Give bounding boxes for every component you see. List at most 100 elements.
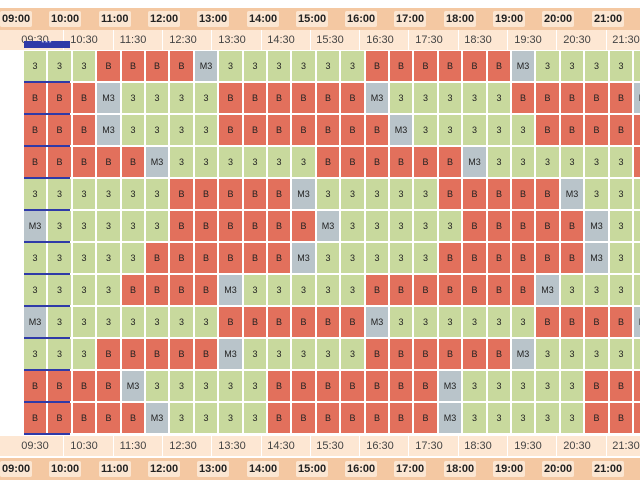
schedule-cell[interactable]: M3 — [390, 115, 412, 145]
schedule-cell[interactable]: 3 — [48, 51, 71, 81]
schedule-cell[interactable]: 3 — [610, 179, 632, 209]
schedule-cell[interactable]: B — [414, 403, 437, 433]
schedule-cell[interactable]: 3 — [244, 371, 266, 401]
schedule-cell[interactable]: M3 — [24, 307, 46, 337]
schedule-cell[interactable]: B — [244, 307, 266, 337]
schedule-cell[interactable]: 3 — [536, 371, 559, 401]
schedule-cell[interactable]: 3 — [97, 211, 120, 241]
schedule-cell[interactable]: B — [536, 243, 559, 273]
schedule-cell[interactable]: B — [463, 211, 486, 241]
schedule-cell[interactable]: 3 — [244, 147, 266, 177]
schedule-cell[interactable]: B — [268, 83, 290, 113]
schedule-cell[interactable]: 3 — [414, 243, 437, 273]
schedule-cell[interactable]: B — [414, 51, 437, 81]
schedule-cell[interactable]: 3 — [366, 243, 388, 273]
schedule-cell[interactable]: B — [73, 147, 95, 177]
schedule-cell[interactable]: B — [634, 147, 640, 177]
schedule-cell[interactable]: 3 — [219, 147, 242, 177]
schedule-cell[interactable]: 3 — [97, 275, 120, 305]
schedule-cell[interactable]: 3 — [244, 339, 266, 369]
schedule-cell[interactable]: M3 — [24, 211, 46, 241]
schedule-cell[interactable]: 3 — [341, 243, 364, 273]
schedule-cell[interactable]: 3 — [341, 339, 364, 369]
schedule-cell[interactable]: 3 — [170, 83, 193, 113]
schedule-cell[interactable]: 3 — [170, 403, 193, 433]
schedule-cell[interactable]: 3 — [317, 179, 339, 209]
schedule-cell[interactable]: B — [634, 115, 640, 145]
schedule-cell[interactable]: B — [122, 275, 144, 305]
schedule-cell[interactable]: B — [268, 403, 290, 433]
schedule-cell[interactable]: 3 — [219, 371, 242, 401]
schedule-cell[interactable]: B — [292, 307, 315, 337]
schedule-cell[interactable]: 3 — [268, 339, 290, 369]
schedule-cell[interactable]: M3 — [634, 307, 640, 337]
schedule-cell[interactable]: B — [585, 115, 608, 145]
schedule-cell[interactable]: B — [463, 179, 486, 209]
schedule-cell[interactable]: 3 — [317, 275, 339, 305]
schedule-cell[interactable]: B — [463, 275, 486, 305]
schedule-cell[interactable]: B — [512, 211, 534, 241]
schedule-cell[interactable]: B — [366, 275, 388, 305]
schedule-cell[interactable]: 3 — [97, 179, 120, 209]
schedule-cell[interactable]: B — [219, 307, 242, 337]
schedule-cell[interactable]: 3 — [24, 275, 46, 305]
schedule-cell[interactable]: B — [366, 339, 388, 369]
schedule-cell[interactable]: 3 — [48, 275, 71, 305]
schedule-cell[interactable]: B — [219, 83, 242, 113]
schedule-cell[interactable]: B — [439, 275, 461, 305]
schedule-cell[interactable]: 3 — [97, 243, 120, 273]
schedule-cell[interactable]: B — [536, 211, 559, 241]
schedule-cell[interactable]: 3 — [561, 371, 583, 401]
schedule-cell[interactable]: 3 — [585, 179, 608, 209]
schedule-cell[interactable]: B — [292, 115, 315, 145]
schedule-cell[interactable]: 3 — [463, 371, 486, 401]
schedule-cell[interactable]: B — [122, 339, 144, 369]
schedule-cell[interactable]: 3 — [73, 275, 95, 305]
schedule-cell[interactable]: B — [634, 403, 640, 433]
schedule-cell[interactable]: 3 — [488, 83, 510, 113]
schedule-cell[interactable]: B — [244, 83, 266, 113]
schedule-cell[interactable]: 3 — [146, 115, 168, 145]
schedule-cell[interactable]: M3 — [292, 179, 315, 209]
schedule-cell[interactable]: 3 — [268, 147, 290, 177]
schedule-cell[interactable]: 3 — [292, 51, 315, 81]
schedule-cell[interactable]: B — [24, 115, 46, 145]
schedule-cell[interactable]: B — [244, 211, 266, 241]
schedule-cell[interactable]: B — [634, 371, 640, 401]
schedule-cell[interactable]: 3 — [24, 339, 46, 369]
schedule-cell[interactable]: 3 — [170, 307, 193, 337]
schedule-cell[interactable]: M3 — [97, 83, 120, 113]
schedule-cell[interactable]: B — [317, 371, 339, 401]
schedule-cell[interactable]: B — [146, 243, 168, 273]
schedule-cell[interactable]: B — [146, 275, 168, 305]
schedule-cell[interactable]: B — [585, 307, 608, 337]
schedule-cell[interactable]: M3 — [439, 371, 461, 401]
schedule-cell[interactable]: B — [366, 403, 388, 433]
schedule-cell[interactable]: B — [48, 403, 71, 433]
schedule-cell[interactable]: B — [610, 403, 632, 433]
schedule-cell[interactable]: 3 — [561, 275, 583, 305]
schedule-cell[interactable]: 3 — [634, 211, 640, 241]
schedule-cell[interactable]: 3 — [634, 339, 640, 369]
schedule-cell[interactable]: B — [512, 243, 534, 273]
schedule-cell[interactable]: 3 — [146, 179, 168, 209]
schedule-cell[interactable]: 3 — [536, 51, 559, 81]
schedule-cell[interactable]: M3 — [561, 179, 583, 209]
schedule-cell[interactable]: 3 — [561, 51, 583, 81]
schedule-cell[interactable]: 3 — [536, 403, 559, 433]
schedule-cell[interactable]: 3 — [439, 211, 461, 241]
schedule-cell[interactable]: 3 — [634, 275, 640, 305]
schedule-cell[interactable]: B — [24, 83, 46, 113]
schedule-cell[interactable]: M3 — [634, 83, 640, 113]
schedule-cell[interactable]: M3 — [512, 51, 534, 81]
schedule-cell[interactable]: B — [414, 339, 437, 369]
schedule-cell[interactable]: B — [488, 211, 510, 241]
schedule-cell[interactable]: 3 — [122, 115, 144, 145]
schedule-cell[interactable]: 3 — [634, 243, 640, 273]
schedule-cell[interactable]: 3 — [268, 51, 290, 81]
schedule-cell[interactable]: B — [390, 275, 412, 305]
schedule-cell[interactable]: 3 — [122, 307, 144, 337]
schedule-cell[interactable]: B — [268, 307, 290, 337]
schedule-cell[interactable]: 3 — [536, 339, 559, 369]
schedule-cell[interactable]: 3 — [146, 83, 168, 113]
